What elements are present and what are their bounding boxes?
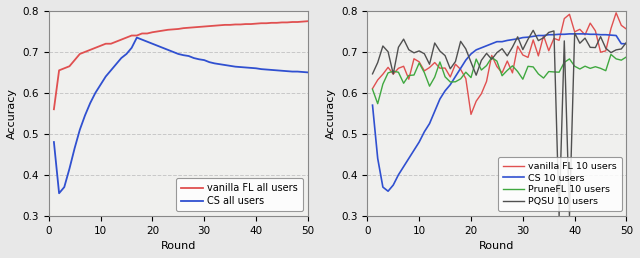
Legend: vanilla FL 10 users, CS 10 users, PruneFL 10 users, PQSU 10 users: vanilla FL 10 users, CS 10 users, PruneF… xyxy=(498,157,622,211)
X-axis label: Round: Round xyxy=(161,241,196,251)
Legend: vanilla FL all users, CS all users: vanilla FL all users, CS all users xyxy=(176,178,303,211)
Y-axis label: Accuracy: Accuracy xyxy=(326,88,335,139)
Y-axis label: Accuracy: Accuracy xyxy=(7,88,17,139)
X-axis label: Round: Round xyxy=(479,241,515,251)
